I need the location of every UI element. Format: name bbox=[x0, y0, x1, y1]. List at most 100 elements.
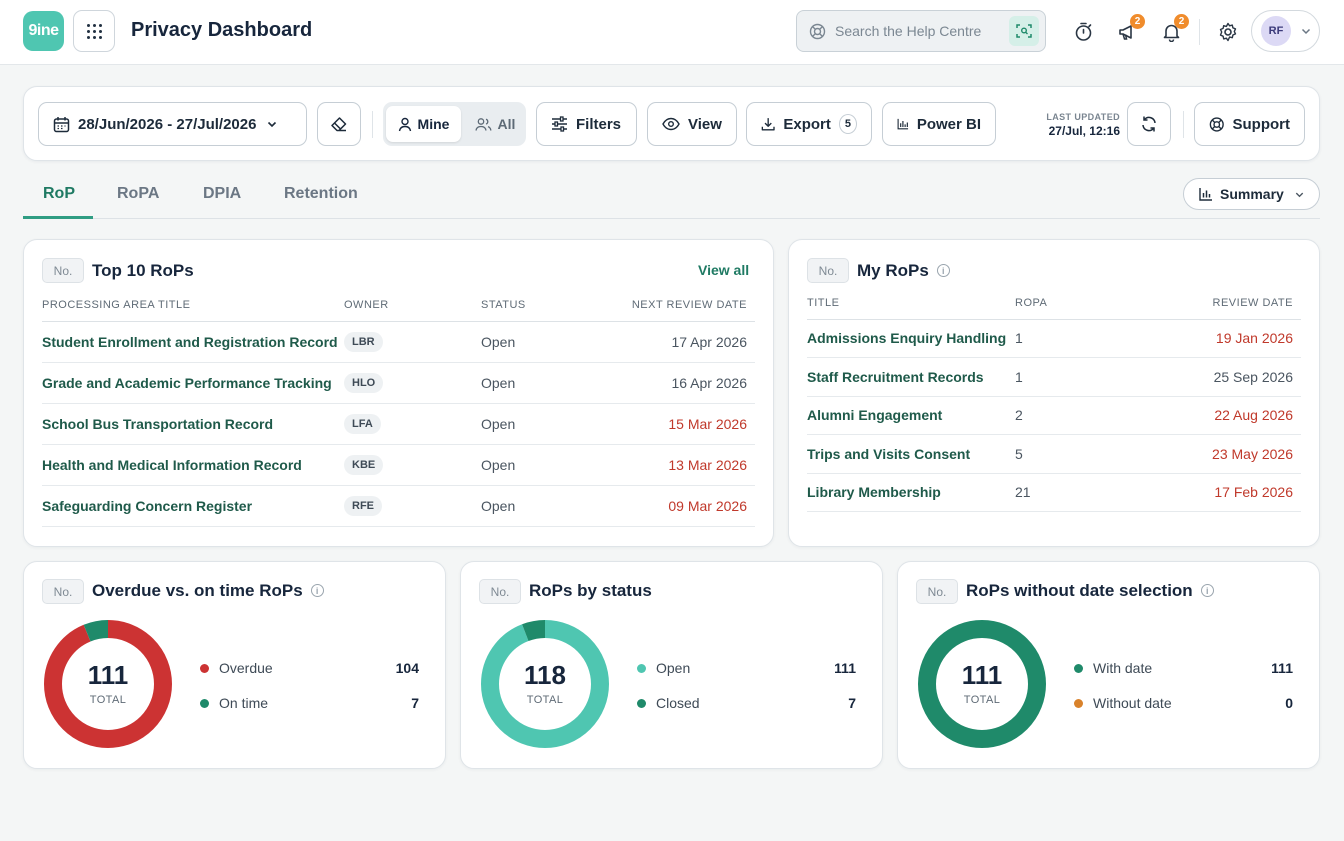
summary-dropdown[interactable]: Summary bbox=[1183, 178, 1320, 210]
search-input[interactable] bbox=[835, 21, 995, 41]
number-tag: No. bbox=[807, 258, 849, 283]
rop-title[interactable]: Library Membership bbox=[807, 473, 1015, 512]
review-date-cell: 17 Feb 2026 bbox=[1155, 473, 1301, 512]
support-button[interactable]: Support bbox=[1194, 102, 1305, 146]
rop-title[interactable]: Staff Recruitment Records bbox=[807, 357, 1015, 397]
ropa-count-cell: 5 bbox=[1015, 434, 1155, 474]
table-row[interactable]: Library Membership 21 17 Feb 2026 bbox=[807, 473, 1301, 512]
info-icon[interactable]: i bbox=[310, 584, 324, 598]
review-date-cell: 17 Apr 2026 bbox=[621, 321, 755, 363]
download-icon bbox=[761, 118, 775, 131]
eye-icon bbox=[662, 117, 680, 131]
column-header[interactable]: PROCESSING AREA TITLE bbox=[42, 289, 344, 322]
rop-title[interactable]: Admissions Enquiry Handling bbox=[807, 319, 1015, 358]
legend-dot bbox=[1074, 663, 1083, 673]
export-label: Export bbox=[783, 115, 831, 133]
info-icon[interactable]: i bbox=[936, 264, 950, 278]
donut-card-title-text: RoPs by status bbox=[529, 581, 652, 600]
stopwatch-icon[interactable] bbox=[1071, 20, 1095, 44]
user-menu-button[interactable]: RF bbox=[1251, 10, 1320, 52]
app-logo[interactable]: 9ine bbox=[23, 11, 64, 51]
announcements-button[interactable]: 2 bbox=[1115, 14, 1145, 44]
export-button[interactable]: Export 5 bbox=[746, 102, 872, 146]
calendar-icon bbox=[53, 116, 70, 132]
ai-scan-button[interactable] bbox=[1009, 16, 1039, 46]
column-header[interactable]: TITLE bbox=[807, 287, 1015, 320]
rop-title[interactable]: School Bus Transportation Record bbox=[42, 403, 344, 445]
review-date-cell: 09 Mar 2026 bbox=[621, 485, 755, 527]
chevron-down-icon bbox=[1295, 192, 1304, 197]
date-range-picker[interactable]: 28/Jun/2026 - 27/Jul/2026 bbox=[38, 102, 307, 146]
tab-ropa[interactable]: RoPA bbox=[117, 185, 160, 202]
donut-chart-wrap: 111 TOTAL bbox=[918, 620, 1046, 748]
scope-mine-label: Mine bbox=[417, 116, 450, 132]
rop-title[interactable]: Health and Medical Information Record bbox=[42, 444, 344, 486]
clear-filters-button[interactable] bbox=[317, 102, 361, 146]
rop-title[interactable]: Grade and Academic Performance Tracking bbox=[42, 362, 344, 404]
legend-dot bbox=[637, 698, 646, 708]
scope-mine-option[interactable]: Mine bbox=[386, 106, 461, 142]
tab-retention[interactable]: Retention bbox=[284, 185, 358, 202]
scope-all-option[interactable]: All bbox=[469, 106, 521, 142]
notifications-button[interactable]: 2 bbox=[1159, 14, 1189, 44]
last-updated: LAST UPDATED 27/Jul, 12:16 bbox=[1034, 112, 1120, 138]
users-icon bbox=[474, 117, 492, 131]
donut-center: 111 TOTAL bbox=[918, 620, 1046, 748]
legend-item[interactable]: Open 111 bbox=[637, 658, 856, 678]
legend-item[interactable]: On time 7 bbox=[200, 693, 419, 713]
settings-gear-icon[interactable] bbox=[1216, 20, 1240, 44]
support-label: Support bbox=[1232, 115, 1291, 133]
info-icon[interactable]: i bbox=[1200, 584, 1214, 598]
rop-title[interactable]: Trips and Visits Consent bbox=[807, 434, 1015, 474]
table-row[interactable]: School Bus Transportation Record LFA Open 1… bbox=[42, 403, 755, 445]
rop-title[interactable]: Alumni Engagement bbox=[807, 396, 1015, 435]
refresh-icon bbox=[1142, 116, 1156, 132]
column-header[interactable]: OWNER bbox=[344, 289, 481, 322]
view-button[interactable]: View bbox=[647, 102, 737, 146]
table-row[interactable]: Trips and Visits Consent 5 23 May 2026 bbox=[807, 434, 1301, 474]
power-bi-button[interactable]: Power BI bbox=[882, 102, 996, 146]
refresh-button[interactable] bbox=[1127, 102, 1171, 146]
top10-rops-card: No. Top 10 RoPs View all PROCESSING AREA… bbox=[23, 239, 774, 547]
filters-button[interactable]: Filters bbox=[536, 102, 637, 146]
legend-item[interactable]: Overdue 104 bbox=[200, 658, 419, 678]
rop-title[interactable]: Safeguarding Concern Register bbox=[42, 485, 344, 527]
table-row[interactable]: Student Enrollment and Registration Reco… bbox=[42, 321, 755, 363]
column-header[interactable]: REVIEW DATE bbox=[1155, 287, 1301, 320]
table-row[interactable]: Admissions Enquiry Handling 1 19 Jan 2026 bbox=[807, 319, 1301, 358]
column-header[interactable]: STATUS bbox=[481, 289, 621, 322]
donut-card-title: RoPs without date selection i bbox=[966, 581, 1214, 601]
donut-total-label: TOTAL bbox=[963, 694, 1001, 706]
rop-title[interactable]: Student Enrollment and Registration Reco… bbox=[42, 321, 344, 363]
table-row[interactable]: Safeguarding Concern Register RFE Open 09 M… bbox=[42, 485, 755, 527]
table-row[interactable]: Grade and Academic Performance Tracking H… bbox=[42, 362, 755, 404]
view-all-link[interactable]: View all bbox=[698, 262, 750, 278]
review-date-cell: 16 Apr 2026 bbox=[621, 362, 755, 404]
column-header[interactable]: ROPA bbox=[1015, 287, 1155, 320]
legend-value: 111 bbox=[1271, 660, 1293, 676]
owner-chip: KBE bbox=[344, 454, 384, 475]
tab-dpia[interactable]: DPIA bbox=[203, 185, 242, 202]
review-date-cell: 15 Mar 2026 bbox=[621, 403, 755, 445]
column-header[interactable]: NEXT REVIEW DATE bbox=[621, 289, 755, 322]
legend-item[interactable]: Without date 0 bbox=[1074, 693, 1293, 713]
number-tag: No. bbox=[42, 258, 84, 283]
table-row[interactable]: Staff Recruitment Records 1 25 Sep 2026 bbox=[807, 357, 1301, 397]
donut-center: 118 TOTAL bbox=[481, 620, 609, 748]
table-row[interactable]: Alumni Engagement 2 22 Aug 2026 bbox=[807, 396, 1301, 435]
ropa-count-cell: 1 bbox=[1015, 319, 1155, 358]
donut-total: 111 bbox=[961, 660, 1003, 690]
donut-chart-wrap: 118 TOTAL bbox=[481, 620, 609, 748]
app-launcher-button[interactable] bbox=[73, 10, 115, 52]
scope-toggle: Mine All bbox=[383, 102, 526, 146]
number-tag: No. bbox=[42, 579, 84, 604]
review-date-cell: 22 Aug 2026 bbox=[1155, 396, 1301, 435]
legend-item[interactable]: Closed 7 bbox=[637, 693, 856, 713]
donut-total: 111 bbox=[87, 660, 129, 690]
my-rops-title: My RoPs i bbox=[857, 261, 950, 281]
top-bar: 9ine Privacy Dashboard 2 2 RF bbox=[0, 0, 1344, 65]
table-row[interactable]: Health and Medical Information Record KBE… bbox=[42, 444, 755, 486]
legend-value: 0 bbox=[1285, 695, 1293, 711]
tab-rop[interactable]: RoP bbox=[43, 185, 75, 202]
legend-item[interactable]: With date 111 bbox=[1074, 658, 1293, 678]
